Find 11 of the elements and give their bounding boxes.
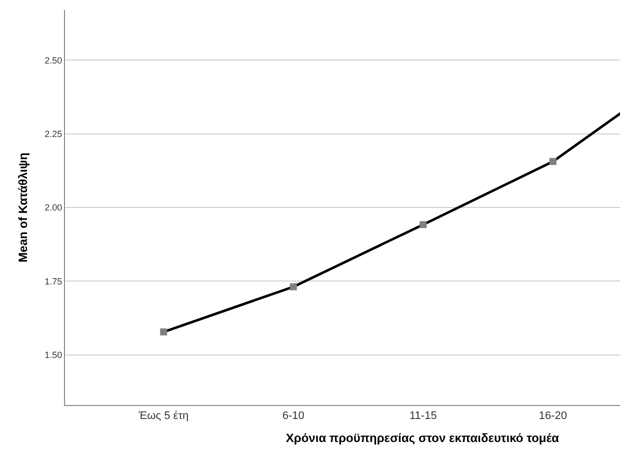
y-tick-label: 2.25 [44, 128, 62, 139]
x-tick-label: 16-20 [538, 410, 567, 422]
y-tick-label: 1.50 [44, 350, 62, 360]
x-tick-label: 11-15 [409, 410, 437, 422]
x-axis-title: Χρόνια προϋπηρεσίας στον εκπαιδευτικό τομέα [286, 431, 560, 446]
y-axis-title: Mean of Κατάθλιψη [16, 152, 30, 262]
y-tick-label: 1.75 [44, 276, 62, 286]
y-tick-label: 2.50 [44, 55, 62, 66]
y-tick-label: 2.00 [44, 202, 62, 213]
x-tick-label: Έως 5 έτη [138, 410, 189, 422]
x-tick-label: 6-10 [282, 410, 304, 422]
